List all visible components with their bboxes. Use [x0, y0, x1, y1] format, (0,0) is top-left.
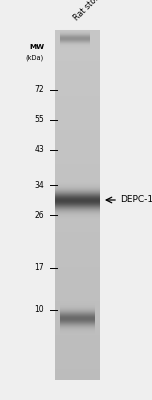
Text: Rat stomach: Rat stomach [72, 0, 114, 22]
Text: MW: MW [29, 44, 44, 50]
Text: 55: 55 [34, 116, 44, 124]
Text: 26: 26 [34, 210, 44, 220]
Text: 43: 43 [34, 146, 44, 154]
Text: 72: 72 [34, 86, 44, 94]
Text: 17: 17 [34, 264, 44, 272]
Text: 10: 10 [34, 306, 44, 314]
Text: DEPC-1: DEPC-1 [120, 196, 152, 204]
Text: 34: 34 [34, 180, 44, 190]
Text: (kDa): (kDa) [26, 55, 44, 61]
